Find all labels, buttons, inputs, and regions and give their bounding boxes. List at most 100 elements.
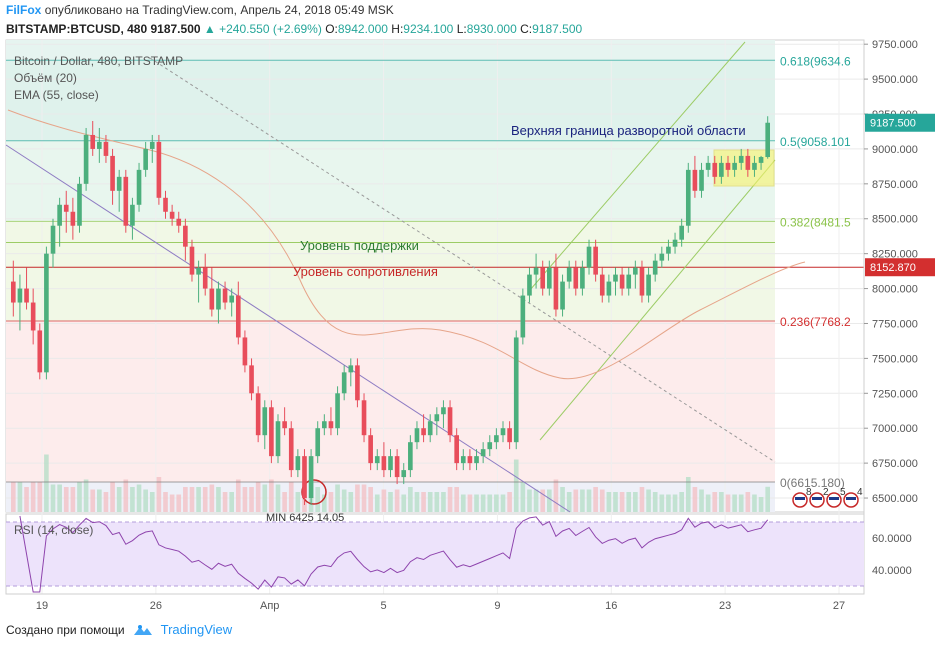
candle-body	[275, 421, 281, 457]
volume-bar	[169, 494, 175, 512]
volume-bar	[97, 489, 102, 512]
volume-bar	[83, 479, 89, 512]
candle-body	[374, 456, 380, 464]
candle-body	[454, 435, 459, 464]
candle-body	[659, 253, 665, 261]
volume-bar	[487, 494, 493, 512]
low-value: 8930.000	[466, 22, 517, 36]
candle-body	[527, 274, 532, 296]
fib-label: 0.382(8481.5	[780, 215, 851, 229]
volume-bar	[17, 482, 23, 512]
volume-bar	[374, 494, 380, 512]
candle-body	[408, 442, 413, 471]
volume-bar	[322, 494, 327, 512]
flag-stripe	[829, 497, 839, 500]
footer: Создано при помощи TradingView	[6, 622, 232, 637]
volume-bar	[474, 494, 479, 512]
footer-created: Создано при помощи	[6, 622, 125, 637]
volume-bar	[63, 487, 69, 512]
fib-zone	[6, 221, 775, 321]
candle-body	[216, 288, 221, 310]
volume-bar	[388, 492, 393, 512]
candle-body	[685, 169, 691, 226]
candle-body	[494, 435, 499, 443]
candle-body	[593, 246, 598, 275]
candle-body	[249, 365, 254, 394]
volume-bar	[156, 477, 162, 512]
author-name[interactable]: FilFox	[6, 3, 42, 17]
candle-body	[394, 456, 400, 478]
volume-bar	[494, 494, 499, 512]
volume-bar	[123, 479, 129, 512]
volume-bar	[752, 494, 757, 512]
candle-body	[639, 267, 645, 296]
flag-stripe	[846, 497, 856, 500]
volume-bar	[183, 487, 188, 512]
candle-body	[97, 141, 102, 149]
volume-bar	[348, 492, 354, 512]
volume-bar	[209, 484, 215, 512]
candle-body	[328, 421, 334, 429]
price-tick-label: 8500.000	[872, 214, 918, 226]
candle-body	[368, 435, 373, 464]
candle-body	[130, 204, 135, 226]
volume-bar	[163, 492, 168, 512]
candle-body	[149, 141, 155, 149]
candle-body	[288, 428, 294, 471]
volume-bar	[57, 484, 62, 512]
last-price-tag	[865, 113, 935, 132]
candle-body	[83, 134, 89, 184]
candle-body	[335, 393, 340, 429]
volume-bar	[580, 489, 585, 512]
footer-brand[interactable]: TradingView	[160, 622, 233, 637]
downtrend-line	[5, 144, 571, 513]
volume-bar	[553, 479, 559, 512]
volume-bar	[427, 492, 433, 512]
candle-body	[176, 218, 182, 226]
publish-header: FilFox опубликовано на TradingView.com, …	[6, 3, 394, 17]
fib-zone	[6, 40, 775, 61]
volume-bar	[44, 454, 49, 512]
candle-body	[421, 428, 426, 436]
candle-body	[17, 288, 23, 303]
volume-bar	[758, 497, 764, 512]
last-price: 9187.500	[150, 22, 201, 36]
volume-bar	[262, 484, 268, 512]
candle-body	[441, 407, 446, 415]
event-count: 8	[806, 487, 812, 498]
candle-body	[434, 414, 440, 422]
legend-volume: Объём (20)	[14, 71, 77, 85]
candle-body	[10, 281, 16, 303]
volume-bar	[269, 479, 274, 512]
volume-bar	[467, 494, 473, 512]
volume-bar	[235, 479, 241, 512]
high-value: 9234.100	[403, 22, 454, 36]
time-tick-label: Апр	[260, 600, 279, 612]
candle-body	[580, 267, 585, 289]
volume-bar	[414, 492, 420, 512]
channel-lower-line	[539, 159, 776, 441]
time-tick-label: 27	[833, 600, 845, 612]
candle-body	[427, 421, 433, 436]
price-change: ▲ +240.550 (+2.69%)	[203, 22, 322, 36]
close-value: 9187.500	[532, 22, 583, 36]
price-tick-label: 7750.000	[872, 318, 918, 330]
time-tick-label: 5	[381, 600, 387, 612]
volume-bar	[341, 489, 347, 512]
volume-bar	[110, 482, 115, 512]
flag-stripe	[795, 497, 805, 500]
candle-body	[553, 267, 559, 310]
candle-body	[262, 407, 268, 436]
candle-body	[222, 288, 228, 303]
min-marker-circle	[301, 479, 327, 505]
candle-body	[242, 337, 248, 366]
volume-bar	[189, 487, 195, 512]
volume-bar	[745, 492, 751, 512]
candle-body	[77, 183, 82, 226]
volume-bar	[216, 487, 221, 512]
candle-body	[90, 134, 96, 149]
volume-bar	[507, 492, 512, 512]
candle-body	[123, 176, 129, 226]
volume-bar	[202, 487, 208, 512]
